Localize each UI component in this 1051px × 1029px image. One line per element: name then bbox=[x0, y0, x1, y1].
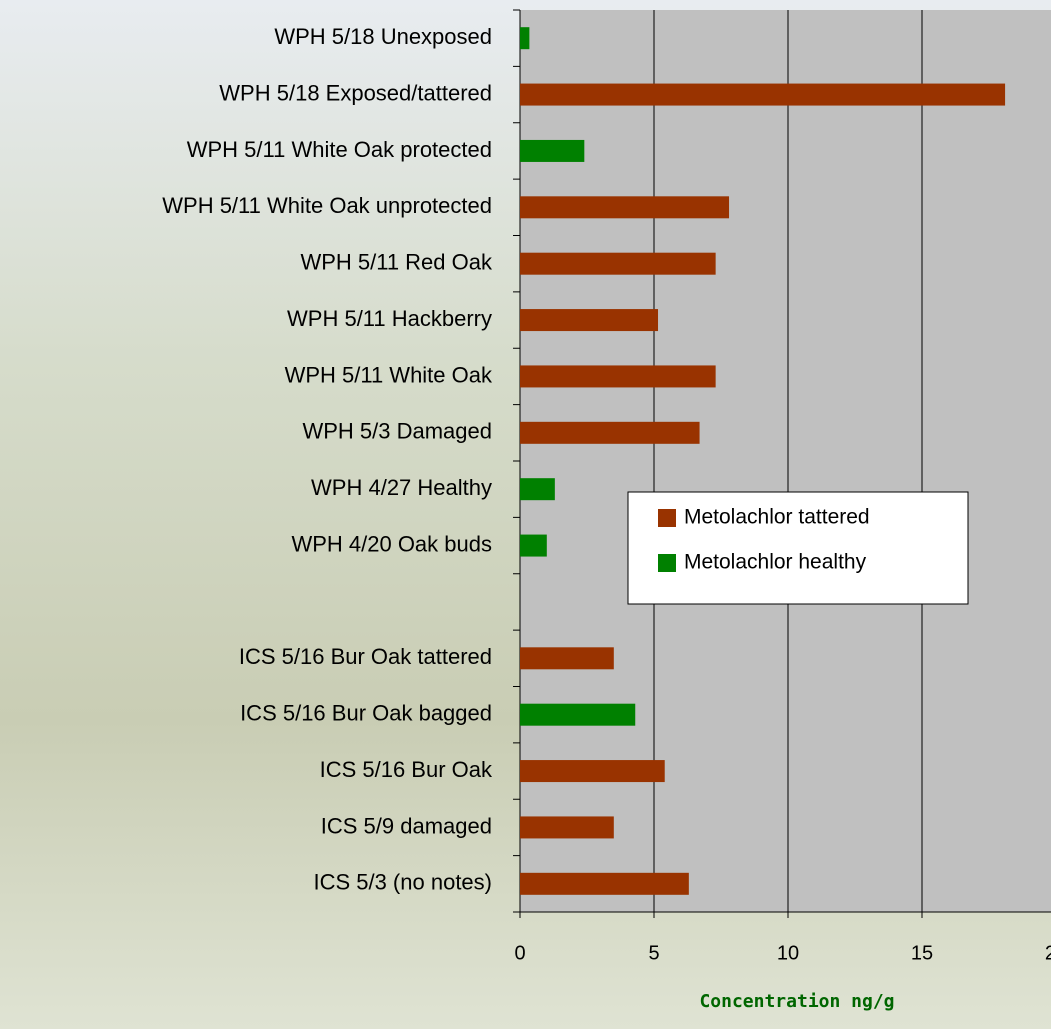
bar bbox=[520, 83, 1006, 106]
bar bbox=[520, 760, 665, 783]
y-tick-label: WPH 5/11 Hackberry bbox=[287, 306, 492, 331]
bar bbox=[520, 252, 716, 275]
bar bbox=[520, 139, 585, 162]
bar bbox=[520, 196, 730, 219]
y-tick-label: WPH 5/11 White Oak bbox=[285, 362, 493, 387]
bar bbox=[520, 647, 614, 670]
bar bbox=[520, 872, 689, 895]
y-tick-label: WPH 5/18 Exposed/tattered bbox=[219, 80, 492, 105]
x-tick-label: 5 bbox=[648, 942, 659, 964]
y-tick-label: WPH 5/11 Red Oak bbox=[300, 250, 493, 275]
legend-box bbox=[627, 491, 969, 605]
legend-label: Metolachlor tattered bbox=[684, 506, 870, 529]
bar bbox=[520, 27, 530, 50]
bar bbox=[520, 421, 700, 444]
y-tick-label: ICS 5/3 (no notes) bbox=[313, 870, 492, 895]
x-tick-label: 15 bbox=[911, 942, 933, 964]
x-axis-label: Concentration ng/g bbox=[699, 991, 894, 1012]
y-tick-label: ICS 5/16 Bur Oak tattered bbox=[239, 644, 492, 669]
bar bbox=[520, 309, 659, 332]
bar bbox=[520, 534, 547, 557]
y-tick-label: ICS 5/16 Bur Oak bbox=[320, 757, 493, 782]
x-tick-label: 20 bbox=[1045, 942, 1051, 964]
x-tick-label: 0 bbox=[514, 942, 525, 964]
y-tick-label: WPH 4/27 Healthy bbox=[311, 475, 492, 500]
y-tick-label: WPH 5/3 Damaged bbox=[302, 419, 492, 444]
y-tick-label: ICS 5/9 damaged bbox=[321, 813, 492, 838]
bar bbox=[520, 365, 716, 388]
y-tick-label: WPH 4/20 Oak buds bbox=[291, 531, 492, 556]
legend-swatch bbox=[658, 509, 676, 527]
legend-swatch bbox=[658, 554, 676, 572]
legend-label: Metolachlor healthy bbox=[684, 551, 867, 574]
y-tick-label: ICS 5/16 Bur Oak bagged bbox=[240, 701, 492, 726]
x-tick-label: 10 bbox=[777, 942, 799, 964]
bar bbox=[520, 816, 614, 839]
y-tick-label: WPH 5/11 White Oak unprotected bbox=[162, 193, 492, 218]
y-tick-label: WPH 5/18 Unexposed bbox=[274, 24, 492, 49]
bar bbox=[520, 478, 555, 501]
y-tick-label: WPH 5/11 White Oak protected bbox=[187, 137, 492, 162]
bar bbox=[520, 703, 636, 726]
